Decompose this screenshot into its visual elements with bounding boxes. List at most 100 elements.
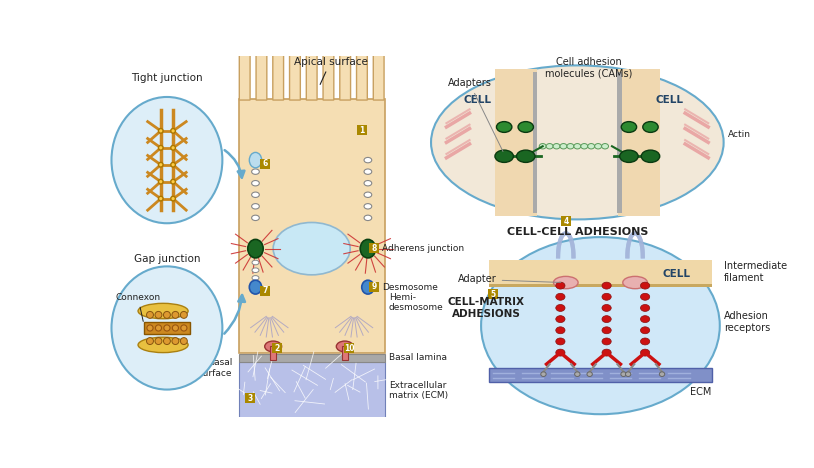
- Circle shape: [173, 325, 178, 331]
- Text: 3: 3: [247, 394, 253, 402]
- Ellipse shape: [621, 122, 637, 132]
- Text: Basal lamina: Basal lamina: [388, 353, 447, 363]
- Ellipse shape: [641, 305, 650, 311]
- Ellipse shape: [252, 215, 260, 220]
- Text: Connexon: Connexon: [116, 292, 160, 322]
- Ellipse shape: [361, 280, 374, 294]
- Circle shape: [181, 311, 187, 318]
- Text: 9: 9: [372, 282, 377, 291]
- Circle shape: [155, 337, 162, 344]
- Text: CELL: CELL: [663, 269, 690, 278]
- Bar: [260, 159, 270, 168]
- Circle shape: [159, 196, 163, 201]
- Circle shape: [159, 146, 163, 150]
- Text: Intermediate
filament: Intermediate filament: [724, 261, 787, 283]
- Circle shape: [181, 325, 187, 331]
- Ellipse shape: [431, 66, 724, 219]
- Bar: [488, 290, 498, 300]
- Circle shape: [159, 179, 163, 184]
- Ellipse shape: [643, 122, 659, 132]
- Bar: [342, 346, 348, 360]
- Ellipse shape: [567, 144, 574, 149]
- Ellipse shape: [621, 372, 626, 376]
- Bar: [370, 282, 379, 292]
- Circle shape: [164, 325, 170, 331]
- Bar: [239, 354, 385, 362]
- Ellipse shape: [112, 97, 222, 223]
- Bar: [344, 344, 354, 353]
- Circle shape: [147, 325, 153, 331]
- Circle shape: [159, 162, 163, 167]
- Ellipse shape: [574, 144, 581, 149]
- Polygon shape: [374, 43, 384, 100]
- Ellipse shape: [252, 260, 259, 265]
- Ellipse shape: [252, 276, 259, 280]
- Bar: [488, 284, 712, 287]
- Ellipse shape: [641, 327, 650, 334]
- Text: CELL-CELL ADHESIONS: CELL-CELL ADHESIONS: [506, 227, 648, 237]
- Ellipse shape: [588, 144, 595, 149]
- Circle shape: [172, 311, 179, 318]
- Ellipse shape: [575, 372, 580, 376]
- Ellipse shape: [560, 144, 567, 149]
- Ellipse shape: [556, 282, 565, 289]
- Ellipse shape: [556, 293, 565, 300]
- Text: Adhesion
receptors: Adhesion receptors: [724, 311, 770, 333]
- Text: CELL: CELL: [656, 95, 684, 105]
- Bar: [532, 72, 537, 213]
- Ellipse shape: [364, 192, 372, 197]
- Ellipse shape: [518, 122, 533, 132]
- Ellipse shape: [252, 192, 260, 197]
- Ellipse shape: [497, 122, 512, 132]
- Ellipse shape: [602, 315, 611, 322]
- Ellipse shape: [252, 204, 260, 209]
- Ellipse shape: [138, 303, 188, 319]
- Ellipse shape: [554, 277, 578, 289]
- Ellipse shape: [641, 338, 650, 345]
- Circle shape: [164, 311, 170, 318]
- Text: Hemi-
desmosome: Hemi- desmosome: [388, 293, 444, 312]
- Ellipse shape: [623, 277, 647, 289]
- Bar: [488, 260, 712, 287]
- Circle shape: [159, 129, 163, 133]
- Ellipse shape: [556, 349, 565, 356]
- Ellipse shape: [364, 181, 372, 186]
- Bar: [618, 69, 660, 216]
- Ellipse shape: [517, 150, 535, 162]
- Text: 1: 1: [360, 126, 365, 135]
- Bar: [488, 368, 712, 382]
- Text: Apical surface: Apical surface: [294, 57, 367, 84]
- Bar: [260, 285, 270, 296]
- Ellipse shape: [641, 293, 650, 300]
- Text: ECM: ECM: [689, 387, 711, 397]
- Circle shape: [164, 337, 170, 344]
- Ellipse shape: [249, 280, 261, 294]
- Bar: [561, 216, 571, 227]
- Text: CELL: CELL: [463, 95, 491, 105]
- Circle shape: [172, 337, 179, 344]
- Ellipse shape: [364, 157, 372, 163]
- Circle shape: [171, 162, 175, 167]
- Polygon shape: [239, 98, 385, 352]
- Polygon shape: [239, 43, 250, 100]
- Ellipse shape: [252, 268, 259, 272]
- Text: Tight junction: Tight junction: [131, 73, 203, 83]
- Ellipse shape: [247, 240, 263, 258]
- Text: 4: 4: [563, 217, 569, 226]
- Ellipse shape: [556, 327, 565, 334]
- Ellipse shape: [602, 349, 611, 356]
- Ellipse shape: [556, 315, 565, 322]
- Ellipse shape: [546, 144, 553, 149]
- Bar: [617, 72, 622, 213]
- Ellipse shape: [252, 181, 260, 186]
- Circle shape: [147, 337, 154, 344]
- Ellipse shape: [364, 215, 372, 220]
- Text: 2: 2: [275, 344, 280, 353]
- Ellipse shape: [602, 144, 609, 149]
- Ellipse shape: [602, 305, 611, 311]
- Ellipse shape: [364, 204, 372, 209]
- Text: Adherens junction: Adherens junction: [382, 244, 464, 253]
- Text: CELL-MATRIX
ADHESIONS: CELL-MATRIX ADHESIONS: [448, 297, 525, 319]
- Text: Basal
surface: Basal surface: [199, 358, 232, 378]
- Polygon shape: [290, 43, 300, 100]
